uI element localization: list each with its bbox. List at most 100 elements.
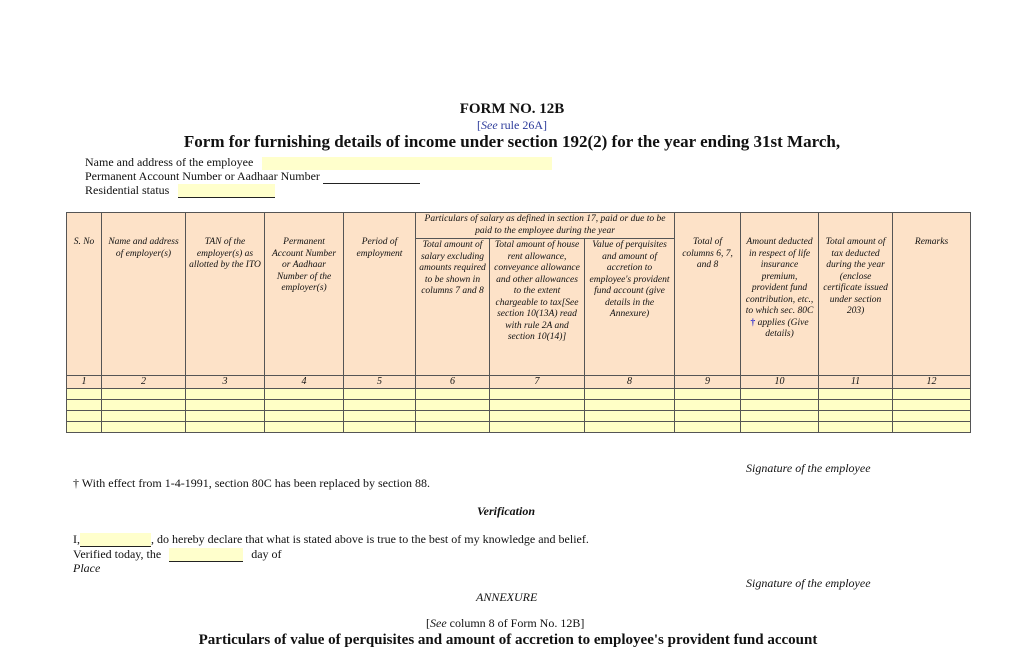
see-word: See — [481, 118, 498, 132]
see-word: See — [430, 616, 447, 630]
table-cell-input[interactable] — [66, 410, 102, 422]
table-cell-input[interactable] — [264, 399, 344, 411]
verified-day-field[interactable] — [169, 548, 244, 562]
table-cell-input[interactable] — [818, 388, 894, 400]
table-cell-input[interactable] — [415, 410, 490, 422]
table-cell-input[interactable] — [343, 410, 416, 422]
dagger-footnote-link[interactable]: † — [750, 317, 756, 328]
rule-reference: [See rule 26A] — [0, 118, 1024, 133]
col-header-8: Value of perquisites and amount of accre… — [583, 238, 676, 376]
col-header-11: Total amount of tax deducted during the … — [818, 212, 894, 376]
pan-label: Permanent Account Number or Aadhaar Numb… — [85, 169, 320, 183]
income-details-table: S. No Name and address of employer(s) TA… — [66, 212, 972, 433]
column-number-1: 1 — [66, 375, 102, 389]
table-cell-input[interactable] — [66, 399, 102, 411]
table-cell-input[interactable] — [740, 399, 820, 411]
declaration-text: , do hereby declare that what is stated … — [151, 532, 589, 546]
table-cell-input[interactable] — [343, 399, 416, 411]
col-header-10: Amount deducted in respect of life insur… — [740, 212, 820, 376]
table-cell-input[interactable] — [185, 388, 265, 400]
rule-text: rule 26A] — [500, 118, 547, 132]
table-cell-input[interactable] — [101, 399, 186, 411]
table-cell-input[interactable] — [101, 388, 186, 400]
table-cell-input[interactable] — [674, 410, 742, 422]
annexure-reference: [See column 8 of Form No. 12B] — [426, 616, 584, 631]
verified-suffix: day of — [251, 547, 282, 561]
table-cell-input[interactable] — [674, 388, 742, 400]
table-cell-input[interactable] — [343, 421, 416, 433]
table-cell-input[interactable] — [892, 410, 972, 422]
table-cell-input[interactable] — [415, 388, 490, 400]
table-cell-input[interactable] — [185, 421, 265, 433]
table-row — [66, 421, 972, 433]
column-number-4: 4 — [264, 375, 344, 389]
table-cell-input[interactable] — [583, 410, 676, 422]
form-subtitle: Form for furnishing details of income un… — [183, 132, 841, 151]
table-cell-input[interactable] — [818, 421, 894, 433]
table-cell-input[interactable] — [185, 410, 265, 422]
col-header-4: Permanent Account Number or Aadhaar Numb… — [264, 212, 344, 376]
column-number-11: 11 — [818, 375, 894, 389]
col-header-10-text: Amount deducted in respect of life insur… — [745, 237, 814, 316]
table-cell-input[interactable] — [489, 388, 585, 400]
footnote: † With effect from 1-4-1991, section 80C… — [73, 476, 430, 490]
declarant-name-field[interactable] — [80, 533, 151, 547]
residential-field[interactable] — [178, 184, 276, 198]
table-cell-input[interactable] — [674, 421, 742, 433]
annexure-title: Particulars of value of perquisites and … — [198, 632, 818, 648]
annexure-heading: ANNEXURE — [476, 590, 538, 604]
table-cell-input[interactable] — [101, 410, 186, 422]
bracket: [ — [426, 616, 430, 630]
table-cell-input[interactable] — [264, 410, 344, 422]
table-cell-input[interactable] — [892, 399, 972, 411]
column-number-3: 3 — [185, 375, 265, 389]
table-cell-input[interactable] — [66, 388, 102, 400]
table-cell-input[interactable] — [343, 388, 416, 400]
declaration-prefix: I, — [73, 532, 80, 546]
table-cell-input[interactable] — [892, 421, 972, 433]
table-cell-input[interactable] — [66, 421, 102, 433]
table-cell-input[interactable] — [264, 388, 344, 400]
table-cell-input[interactable] — [583, 421, 676, 433]
declaration-line: I, , do hereby declare that what is state… — [73, 532, 589, 547]
verified-line: Verified today, the day of — [73, 547, 282, 562]
table-cell-input[interactable] — [674, 399, 742, 411]
table-cell-input[interactable] — [740, 388, 820, 400]
employee-name-label: Name and address of the employee — [85, 155, 254, 169]
table-cell-input[interactable] — [818, 399, 894, 411]
table-cell-input[interactable] — [583, 388, 676, 400]
table-cell-input[interactable] — [415, 399, 490, 411]
table-row — [66, 410, 972, 422]
table-cell-input[interactable] — [740, 410, 820, 422]
col-header-3: TAN of the employer(s) as allotted by th… — [185, 212, 265, 376]
column-number-5: 5 — [343, 375, 416, 389]
table-row — [66, 388, 972, 400]
table-cell-input[interactable] — [818, 410, 894, 422]
residential-row: Residential status — [85, 183, 276, 198]
column-number-12: 12 — [892, 375, 972, 389]
col-header-7: Total amount of house rent allowance, co… — [489, 238, 585, 376]
table-cell-input[interactable] — [415, 421, 490, 433]
col-header-6: Total amount of salary excluding amounts… — [415, 238, 490, 376]
verified-prefix: Verified today, the — [73, 547, 162, 561]
col-header-1: S. No — [66, 212, 102, 376]
table-cell-input[interactable] — [101, 421, 186, 433]
table-cell-input[interactable] — [740, 421, 820, 433]
pan-field[interactable] — [322, 170, 420, 184]
salary-group-header: Particulars of salary as defined in sect… — [414, 212, 676, 239]
table-cell-input[interactable] — [583, 399, 676, 411]
employee-signature-1: Signature of the employee — [746, 461, 871, 475]
table-cell-input[interactable] — [489, 399, 585, 411]
employee-signature-2: Signature of the employee — [746, 576, 871, 590]
col-header-5: Period of employment — [343, 212, 416, 376]
annexure-ref-text: column 8 of Form No. 12B] — [449, 616, 585, 630]
table-cell-input[interactable] — [264, 421, 344, 433]
column-number-2: 2 — [101, 375, 186, 389]
table-cell-input[interactable] — [489, 410, 585, 422]
employee-name-row: Name and address of the employee — [85, 155, 553, 170]
table-cell-input[interactable] — [892, 388, 972, 400]
table-cell-input[interactable] — [185, 399, 265, 411]
table-cell-input[interactable] — [489, 421, 585, 433]
employee-name-field[interactable] — [262, 157, 553, 170]
col-header-2: Name and address of employer(s) — [101, 212, 186, 376]
